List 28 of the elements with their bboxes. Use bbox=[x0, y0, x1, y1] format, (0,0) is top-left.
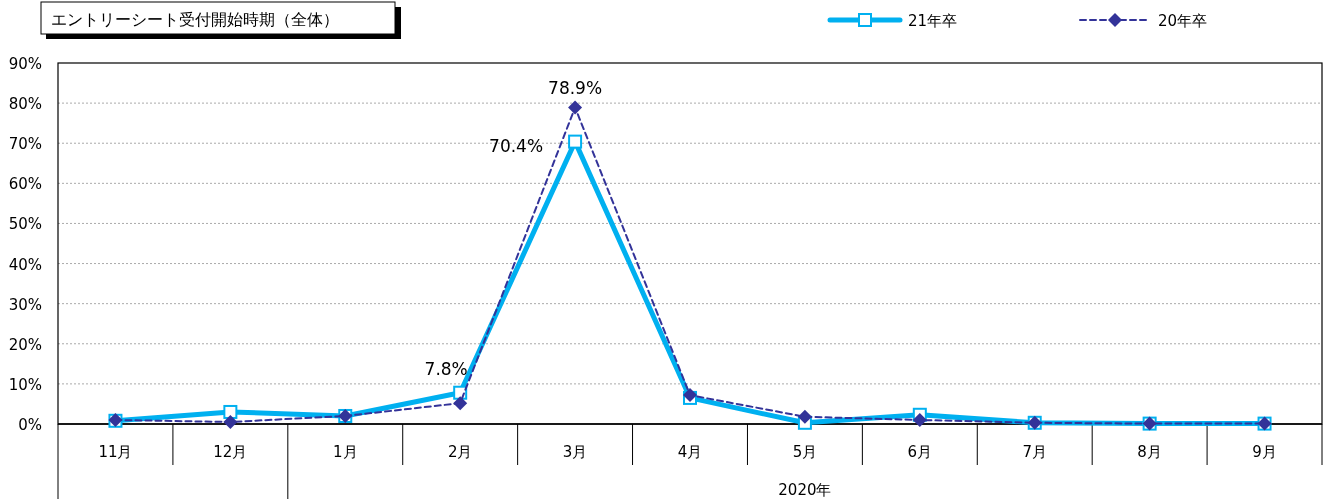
y-tick-label: 80% bbox=[8, 95, 42, 114]
legend-label: 20年卒 bbox=[1158, 12, 1208, 30]
x-tick-label: 8月 bbox=[1137, 443, 1162, 461]
y-tick-label: 40% bbox=[8, 255, 42, 274]
x-tick-label: 11月 bbox=[98, 443, 133, 461]
y-tick-label: 0% bbox=[18, 416, 42, 434]
x-tick-label: 12月 bbox=[213, 443, 248, 461]
x-axis-title: 2020年 bbox=[778, 481, 832, 499]
x-tick-label: 4月 bbox=[677, 443, 703, 461]
x-tick-label: 7月 bbox=[1022, 443, 1047, 461]
y-tick-label: 90% bbox=[8, 55, 42, 73]
y-tick-label: 30% bbox=[8, 295, 42, 314]
y-tick-label: 60% bbox=[8, 175, 42, 194]
x-tick-label: 9月 bbox=[1252, 443, 1277, 461]
data-label: 78.9% bbox=[548, 77, 603, 98]
data-label: 7.8% bbox=[424, 358, 468, 379]
x-tick-label: 3月 bbox=[562, 443, 588, 461]
y-tick-label: 50% bbox=[8, 215, 42, 234]
x-tick-label: 5月 bbox=[792, 443, 818, 461]
data-label: 70.4% bbox=[489, 135, 544, 156]
chart-title: エントリーシート受付開始時期（全体） bbox=[51, 10, 339, 29]
x-tick-label: 6月 bbox=[907, 443, 933, 461]
y-tick-label: 20% bbox=[8, 335, 42, 354]
x-tick-label: 1月 bbox=[333, 443, 358, 461]
y-tick-label: 10% bbox=[8, 375, 42, 394]
x-tick-label: 2月 bbox=[447, 443, 473, 461]
legend-label: 21年卒 bbox=[908, 12, 958, 30]
y-tick-label: 70% bbox=[8, 135, 42, 154]
